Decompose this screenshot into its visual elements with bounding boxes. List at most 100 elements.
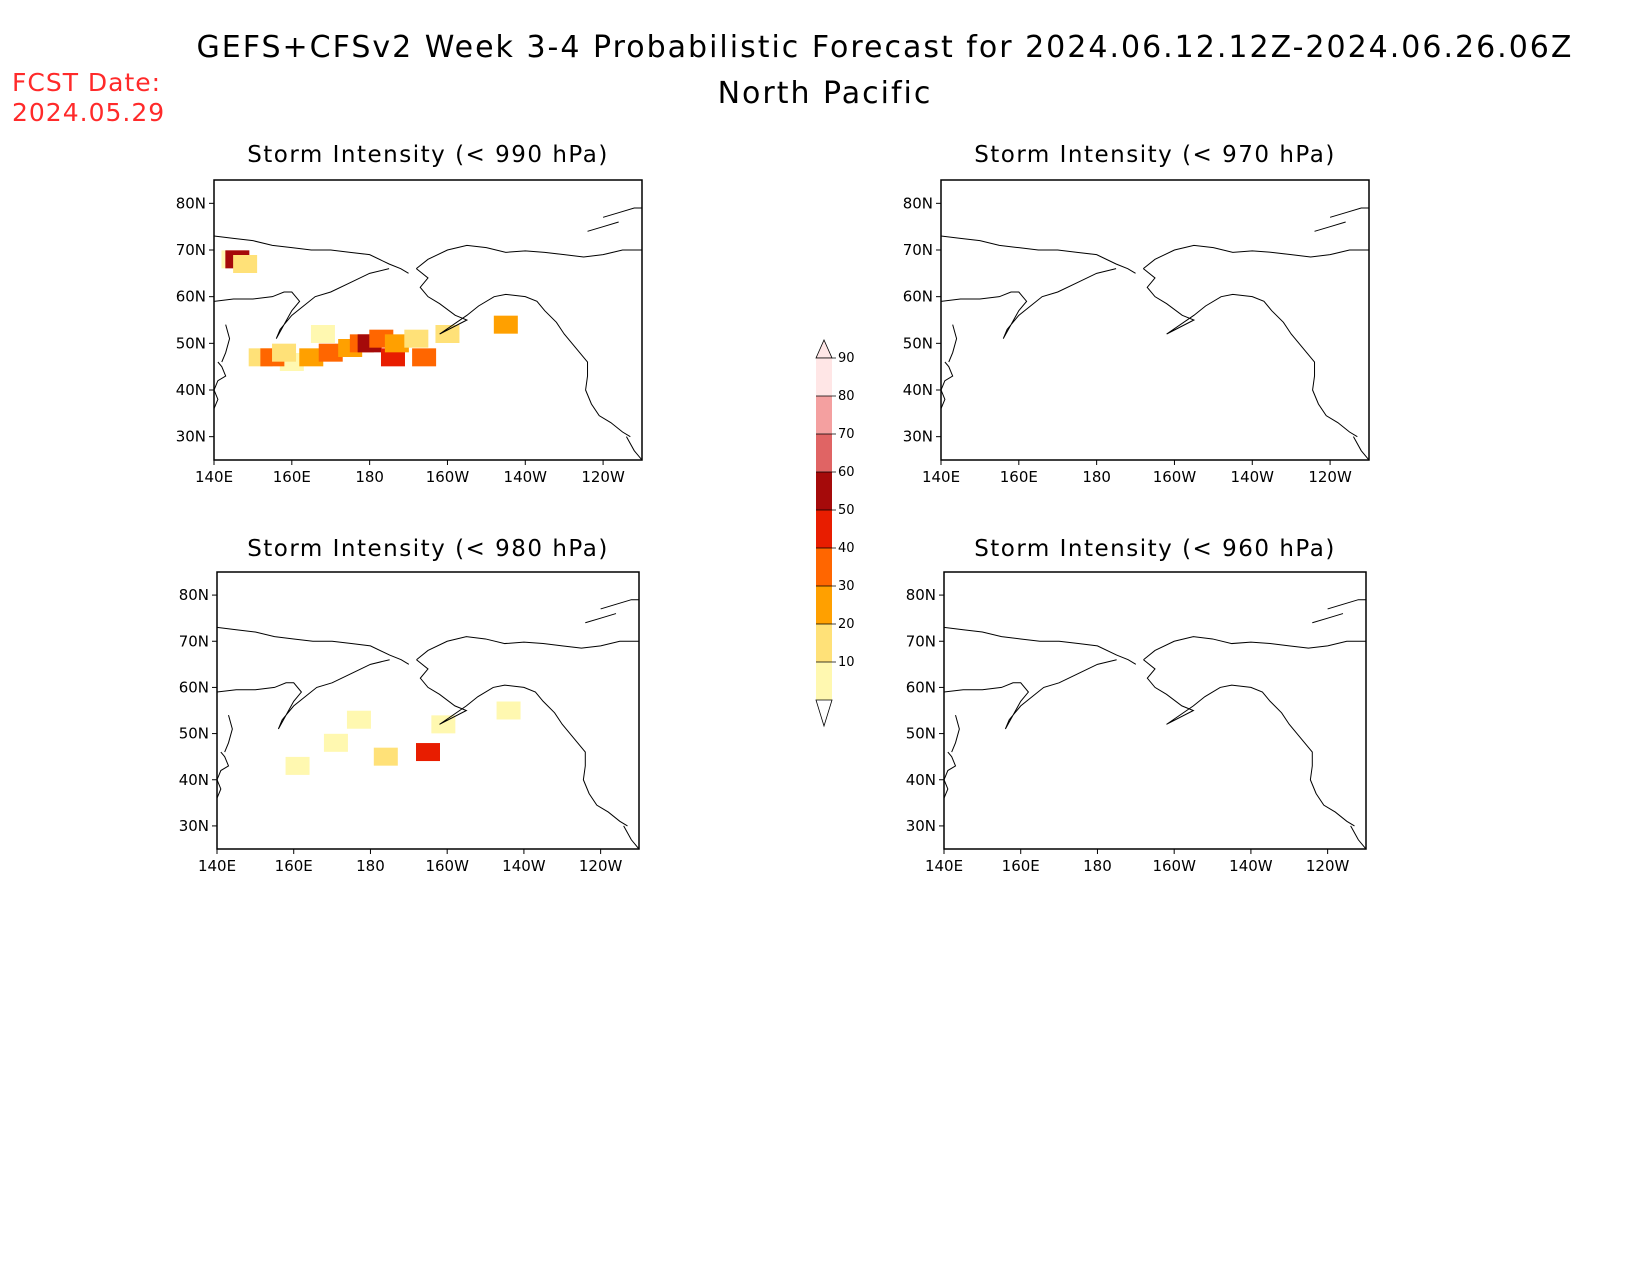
coastline	[214, 268, 390, 339]
lat-tick-label: 60N	[179, 678, 209, 696]
lat-tick-label: 40N	[176, 381, 206, 399]
probability-cell	[380, 348, 405, 367]
coastline	[941, 361, 954, 409]
colorbar-label: 90	[838, 351, 855, 366]
coastline	[1143, 244, 1369, 270]
probability-cell	[384, 334, 409, 353]
lat-tick-label: 60N	[906, 678, 936, 696]
coastline	[214, 235, 409, 274]
lat-tick-label: 70N	[906, 632, 936, 650]
probability-cell	[299, 348, 324, 367]
lon-tick-label: 160W	[426, 468, 470, 486]
coastline	[214, 361, 227, 409]
lat-tick-label: 70N	[179, 632, 209, 650]
coastline	[224, 714, 233, 753]
lon-tick-label: 160W	[425, 857, 469, 875]
colorbar-swatch	[816, 510, 832, 548]
colorbar-swatch	[816, 434, 832, 472]
lat-tick-label: 70N	[903, 241, 933, 259]
coastline	[602, 207, 642, 218]
colorbar-label: 40	[838, 541, 855, 556]
coastline	[416, 636, 639, 661]
coastline	[587, 221, 619, 232]
coastline	[623, 825, 639, 849]
lat-tick-label: 40N	[906, 771, 936, 789]
lon-tick-label: 140W	[1229, 857, 1273, 875]
lon-tick-label: 180	[1082, 468, 1111, 486]
probability-colorbar: 90 80 70 60 50 40 30 20 10	[815, 339, 855, 728]
lon-tick-label: 160E	[1002, 857, 1040, 875]
colorbar-swatch	[816, 358, 832, 396]
probability-cell	[310, 325, 335, 343]
map-frame	[213, 179, 643, 461]
coastline	[416, 244, 642, 270]
coastline	[217, 659, 390, 730]
coastline	[948, 324, 958, 363]
lon-tick-label: 140E	[925, 857, 963, 875]
coastline	[944, 659, 1117, 730]
lat-tick-label: 50N	[903, 334, 933, 352]
probability-cell	[272, 343, 297, 362]
lat-tick-label: 80N	[903, 194, 933, 212]
colorbar-label: 60	[838, 465, 855, 480]
coastline	[217, 626, 410, 665]
lon-tick-label: 180	[1083, 857, 1112, 875]
lon-tick-label: 140W	[504, 468, 548, 486]
lon-tick-label: 180	[355, 468, 384, 486]
coastline	[585, 613, 617, 624]
colorbar-label: 10	[838, 655, 855, 670]
forecast-date-label: FCST Date:	[12, 68, 162, 97]
coastline	[1143, 659, 1355, 827]
colorbar-label: 70	[838, 427, 855, 442]
lat-tick-label: 50N	[906, 725, 936, 743]
coastline	[1352, 436, 1369, 460]
probability-cell	[373, 747, 398, 766]
lat-tick-label: 80N	[906, 586, 936, 604]
probability-cell	[285, 756, 310, 775]
map-frame	[940, 179, 1370, 461]
forecast-date-block: FCST Date: 2024.05.29	[12, 68, 165, 128]
probability-cell	[496, 701, 521, 720]
lon-tick-label: 120W	[581, 468, 625, 486]
coastline	[1312, 613, 1344, 624]
lon-tick-label: 120W	[1306, 857, 1350, 875]
coastline	[1329, 207, 1369, 218]
probability-cell	[346, 710, 371, 729]
lon-tick-label: 140W	[1231, 468, 1275, 486]
colorbar-label: 50	[838, 503, 855, 518]
lat-tick-label: 40N	[903, 381, 933, 399]
lat-tick-label: 50N	[179, 725, 209, 743]
panel-title-970: Storm Intensity (< 970 hPa)	[974, 142, 1336, 168]
colorbar-bottom-arrow	[815, 699, 833, 728]
forecast-date-value: 2024.05.29	[12, 98, 166, 127]
coastline	[1327, 599, 1366, 610]
lon-tick-label: 120W	[579, 857, 623, 875]
coastline	[1314, 221, 1346, 232]
probability-cell	[435, 325, 460, 343]
lat-tick-label: 40N	[179, 771, 209, 789]
lon-tick-label: 140E	[195, 468, 233, 486]
lat-tick-label: 50N	[176, 334, 206, 352]
coastline	[221, 324, 231, 363]
coastline	[625, 436, 642, 460]
probability-cell	[416, 743, 440, 762]
colorbar-swatch	[816, 624, 832, 662]
colorbar-label: 20	[838, 617, 855, 632]
probability-cell	[233, 255, 258, 273]
lon-tick-label: 160E	[275, 857, 313, 875]
lat-tick-label: 60N	[903, 288, 933, 306]
coastline	[416, 659, 628, 827]
map-frame	[216, 571, 640, 850]
colorbar-swatch	[816, 662, 832, 700]
coastline	[941, 268, 1117, 339]
coastline	[217, 751, 230, 799]
colorbar-label: 80	[838, 389, 855, 404]
probability-cell	[431, 715, 456, 734]
lon-tick-label: 120W	[1308, 468, 1352, 486]
lat-tick-label: 30N	[903, 428, 933, 446]
lon-tick-label: 160E	[273, 468, 311, 486]
probability-cell	[412, 348, 437, 367]
colorbar-top-arrow	[815, 339, 833, 359]
coastline	[941, 235, 1136, 274]
lat-tick-label: 80N	[176, 194, 206, 212]
